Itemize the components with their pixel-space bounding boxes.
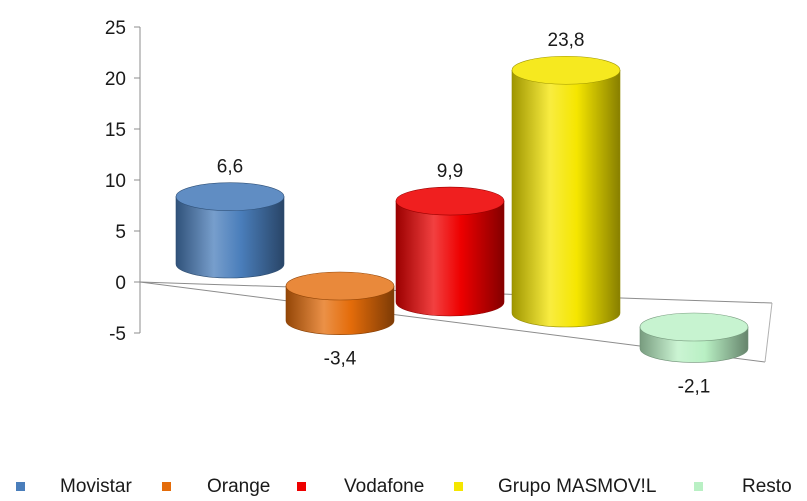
bar-cap bbox=[639, 312, 749, 342]
legend-swatch bbox=[297, 482, 306, 491]
chart-data-labels: 6,6 -3,4 9,9 23,8 -2,1 bbox=[217, 30, 711, 397]
legend-swatch bbox=[162, 482, 171, 491]
legend-label: Orange bbox=[207, 476, 271, 497]
legend-swatch bbox=[694, 482, 703, 491]
legend-label: Movistar bbox=[60, 476, 132, 497]
y-tick-label: 25 bbox=[105, 18, 126, 39]
y-tick-label: 20 bbox=[105, 69, 126, 90]
y-tick-label: 5 bbox=[115, 222, 126, 243]
data-label: -3,4 bbox=[324, 349, 357, 370]
bar-orange bbox=[285, 271, 395, 335]
bar-cap bbox=[175, 182, 285, 211]
bar-cap bbox=[395, 186, 505, 216]
legend-swatch bbox=[16, 482, 25, 491]
bar-chart: -5 0 5 10 15 20 25 6,6 -3,4 9,9 23,8 -2,1 bbox=[105, 18, 773, 397]
chart-legend: Movistar Orange Vodafone Grupo MASMOV!L Rest… bbox=[0, 474, 807, 498]
legend-label: Resto bbox=[742, 476, 792, 497]
y-tick-label: 0 bbox=[115, 273, 126, 294]
legend-label: Grupo MASMOV!L bbox=[498, 476, 657, 497]
data-label: 23,8 bbox=[548, 30, 585, 51]
zero-plane-side-edge bbox=[764, 302, 773, 363]
bar-vodafone bbox=[395, 186, 505, 317]
chart-bars bbox=[175, 55, 749, 363]
bar-body bbox=[511, 69, 621, 328]
bar-body bbox=[395, 200, 505, 317]
bar-cap bbox=[511, 55, 621, 85]
bar-movistar bbox=[175, 182, 285, 279]
bar-cap bbox=[285, 271, 395, 301]
bar-body bbox=[175, 196, 285, 279]
bar-grupo-masmov-l bbox=[511, 55, 621, 328]
y-tick-label: 10 bbox=[105, 171, 126, 192]
data-label: 9,9 bbox=[437, 161, 463, 182]
legend-swatch bbox=[454, 482, 463, 491]
data-label: -2,1 bbox=[678, 376, 711, 397]
legend-label: Vodafone bbox=[344, 476, 425, 497]
y-tick-label: 15 bbox=[105, 120, 126, 141]
y-tick-label: -5 bbox=[109, 324, 126, 345]
bar-resto bbox=[639, 312, 749, 363]
data-label: 6,6 bbox=[217, 157, 243, 178]
